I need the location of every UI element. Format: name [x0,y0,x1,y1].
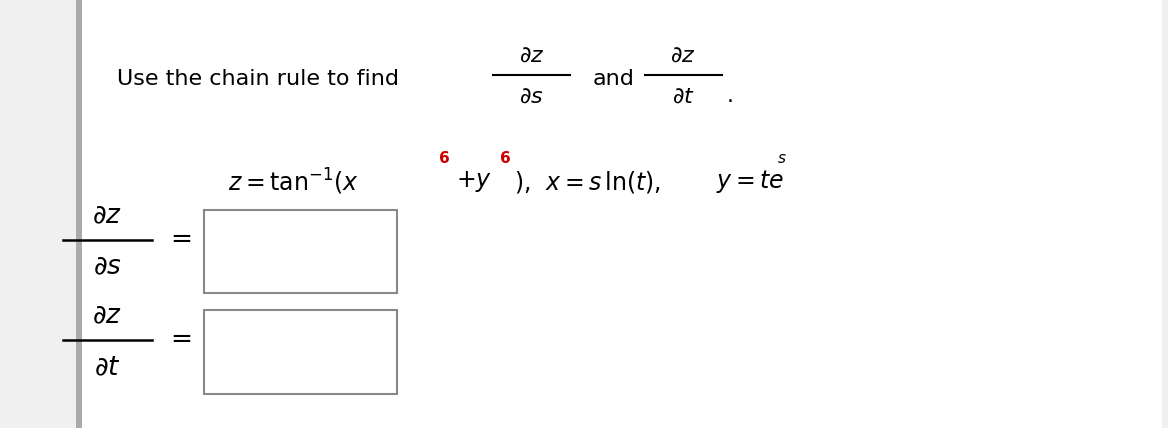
Text: $z = \mathrm{tan}^{-1}(x$: $z = \mathrm{tan}^{-1}(x$ [228,167,359,197]
Text: =: = [171,327,192,353]
Text: $+ y$: $+ y$ [456,169,492,194]
Text: Use the chain rule to find: Use the chain rule to find [117,69,398,89]
Text: $\mathbf{6}$: $\mathbf{6}$ [499,150,510,166]
Text: $\partial t$: $\partial t$ [95,355,120,381]
Text: $),$: $),$ [514,169,530,195]
Text: .: . [726,86,734,106]
Text: and: and [592,69,634,89]
Text: $y = te$: $y = te$ [716,168,784,196]
FancyBboxPatch shape [204,310,397,394]
FancyBboxPatch shape [204,210,397,293]
Text: $\partial z$: $\partial z$ [519,46,544,65]
Text: $x = s\,\mathrm{ln}(t),$: $x = s\,\mathrm{ln}(t),$ [545,169,661,195]
FancyBboxPatch shape [76,0,1162,428]
Text: $\partial z$: $\partial z$ [92,203,123,229]
Bar [76,0,82,428]
Text: $\partial z$: $\partial z$ [670,46,696,65]
Text: $\partial t$: $\partial t$ [672,86,695,106]
Text: $\mathbf{6}$: $\mathbf{6}$ [438,150,450,166]
Text: $\partial z$: $\partial z$ [92,304,123,330]
Text: =: = [171,227,192,253]
Text: $\partial s$: $\partial s$ [519,86,544,106]
Text: $s$: $s$ [777,151,786,166]
Text: $\partial s$: $\partial s$ [93,255,121,280]
